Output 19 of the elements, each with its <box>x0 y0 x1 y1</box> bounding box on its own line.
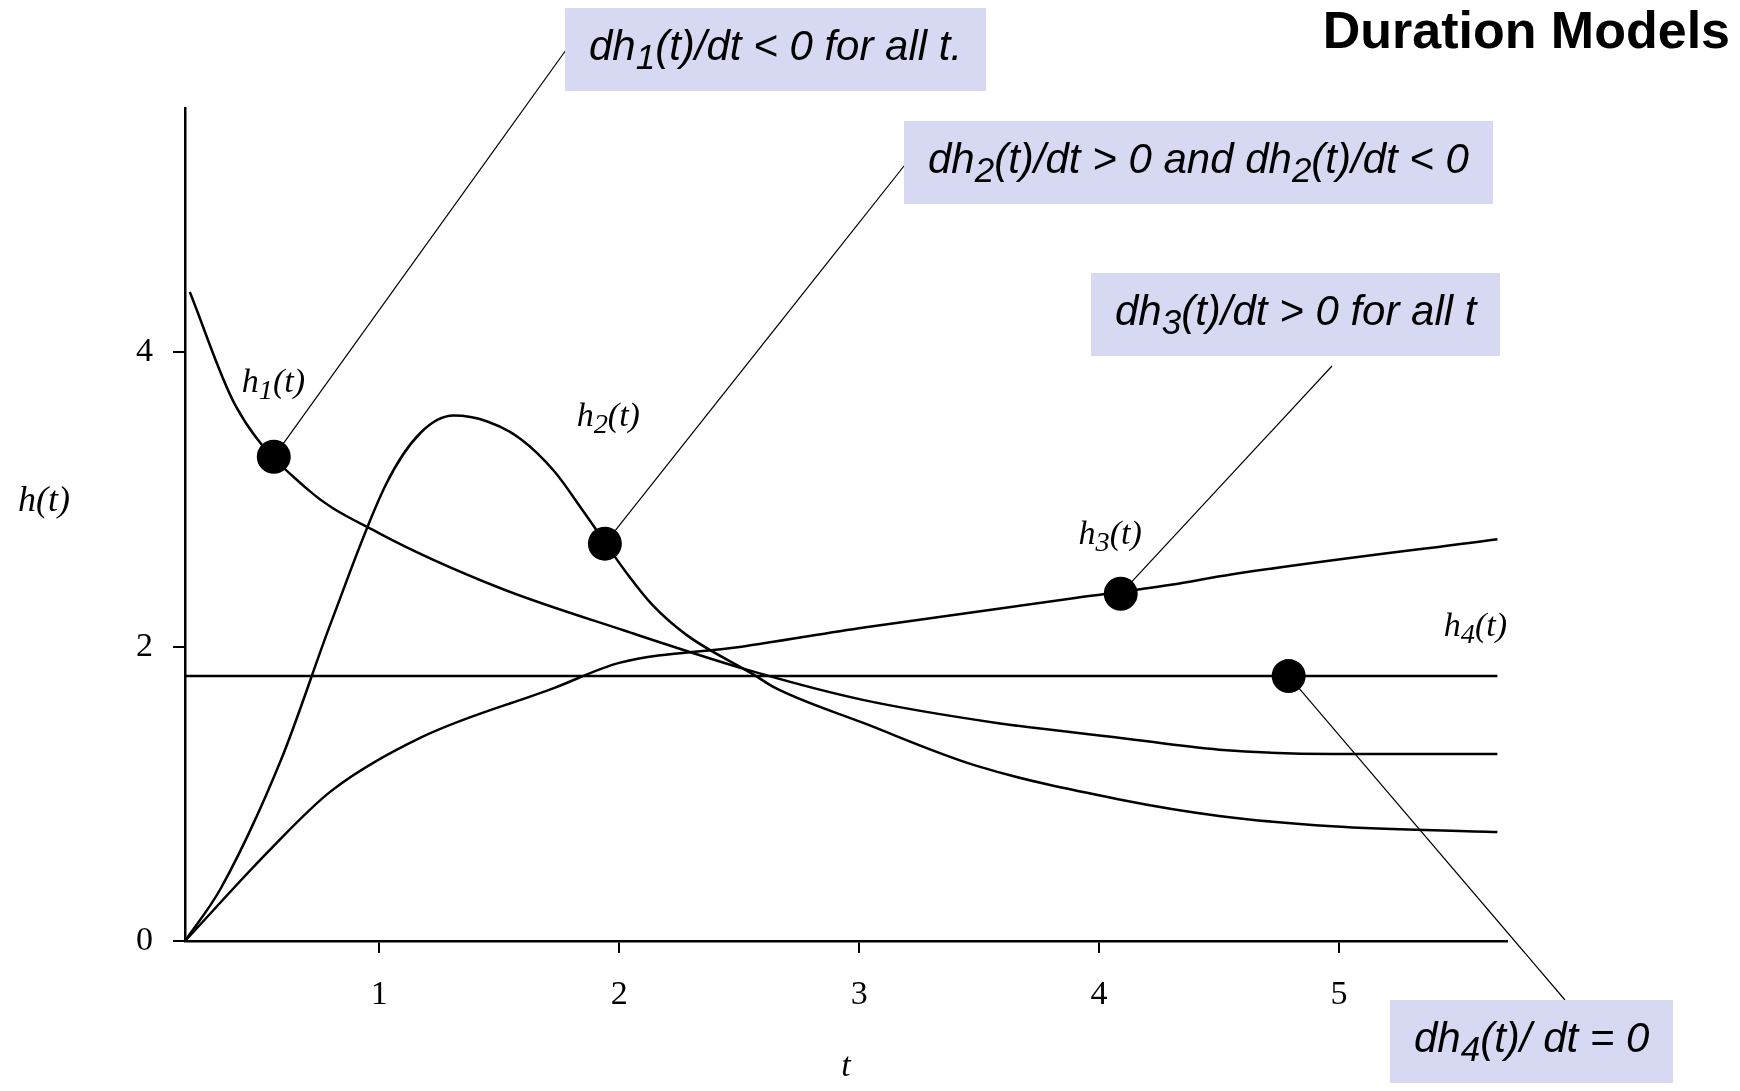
y-tick-label: 4 <box>136 331 153 369</box>
chart-title: Duration Models <box>1322 0 1730 60</box>
y-axis-title: h(t) <box>18 478 70 520</box>
series-label: h$_{3}$(t) <box>1078 513 1142 559</box>
series-label: h$_{2}$(t) <box>576 395 640 441</box>
y-tick-label: 0 <box>136 919 153 957</box>
annotation: dh$_{4}$(t)/ dt = 0 <box>1390 1000 1674 1084</box>
y-tick-label: 2 <box>136 625 153 663</box>
x-tick-label: 5 <box>1330 974 1348 1012</box>
x-tick-label: 3 <box>850 974 868 1012</box>
series-label: h$_{4}$(t) <box>1443 605 1508 651</box>
annotation: dh$_{2}$(t)/dt > 0 and dh$_{2}$(t)/dt < 0 <box>904 121 1493 205</box>
x-tick-label: 4 <box>1090 974 1108 1012</box>
series-label: h$_{1}$(t) <box>241 361 305 407</box>
x-tick-label: 1 <box>370 974 388 1012</box>
annotation: dh$_{3}$(t)/dt > 0 for all t <box>1091 273 1501 357</box>
annotation: dh$_{1}$(t)/dt < 0 for all t. <box>565 8 987 92</box>
x-axis-title: t <box>841 1045 853 1083</box>
x-tick-label: 2 <box>610 974 628 1012</box>
